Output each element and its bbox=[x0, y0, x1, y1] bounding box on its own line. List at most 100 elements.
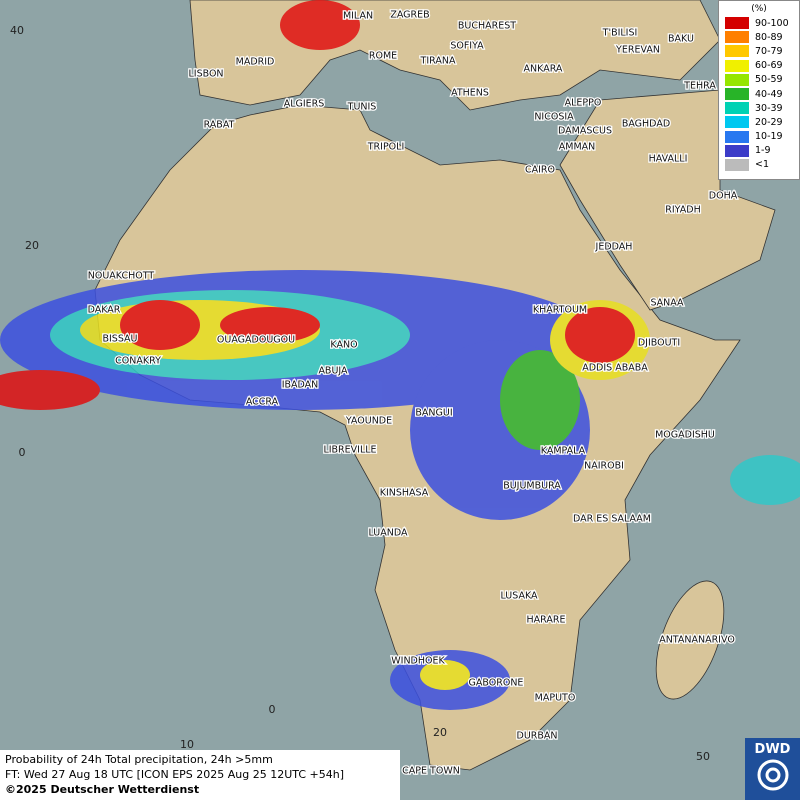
legend-label: 10-19 bbox=[755, 131, 783, 143]
labels: 40 20 0 0 10 20 50 MILAN ZAGREB BUCHAREST SOFIYA T'… bbox=[10, 8, 739, 778]
legend-label: 60-69 bbox=[755, 60, 783, 72]
grid-label: 20 bbox=[25, 239, 39, 252]
city-label: ADDIS ABABA bbox=[582, 363, 648, 374]
city-label: BISSAU bbox=[102, 334, 137, 345]
city-label: DJIBOUTI bbox=[638, 338, 680, 349]
footer-line: FT: Wed 27 Aug 18 UTC [ICON EPS 2025 Aug… bbox=[5, 768, 344, 781]
city-label: MAPUTO bbox=[535, 693, 576, 704]
city-label: YEREVAN bbox=[615, 45, 660, 56]
city-label: T'BILISI bbox=[602, 28, 638, 39]
legend-item: 90-100 bbox=[719, 16, 799, 30]
legend-item: 30-39 bbox=[719, 101, 799, 115]
city-label: TIRANA bbox=[420, 56, 456, 67]
precip-area bbox=[0, 370, 100, 410]
city-label: NAIROBI bbox=[584, 461, 624, 472]
city-label: ACCRA bbox=[246, 397, 279, 408]
logo-text: DWD bbox=[754, 742, 791, 757]
arabia bbox=[559, 89, 776, 311]
city-label: KANO bbox=[330, 340, 357, 351]
legend-label: 40-49 bbox=[755, 88, 783, 100]
city-label: DOHA bbox=[709, 191, 738, 202]
legend-label: 20-29 bbox=[755, 116, 783, 128]
city-label: OUAGADOUGOU bbox=[217, 335, 295, 346]
city-label: YAOUNDE bbox=[345, 416, 392, 427]
legend-title: (%) bbox=[751, 4, 767, 14]
legend-label: 90-100 bbox=[755, 17, 789, 29]
city-label: DAR ES SALAAM bbox=[573, 514, 651, 525]
city-label: DURBAN bbox=[517, 731, 558, 742]
city-label: DAMASCUS bbox=[558, 126, 612, 137]
city-label: BAKU bbox=[668, 34, 694, 45]
city-label: ZAGREB bbox=[390, 10, 429, 21]
legend-label: <1 bbox=[755, 159, 770, 171]
precip-area bbox=[220, 307, 320, 343]
precip-area bbox=[420, 660, 470, 690]
legend-swatch bbox=[725, 59, 749, 72]
city-label: AMMAN bbox=[559, 142, 596, 153]
footer-line: Probability of 24h Total precipitation, … bbox=[5, 753, 273, 766]
city-label: MILAN bbox=[343, 11, 373, 22]
legend-swatch bbox=[725, 116, 749, 129]
city-label: JEDDAH bbox=[595, 242, 633, 253]
city-label: NICOSIA bbox=[534, 112, 574, 123]
city-label: CAIRO bbox=[525, 165, 555, 176]
city-label: WINDHOEK bbox=[391, 656, 445, 667]
city-label: ANTANANARIVO bbox=[659, 635, 735, 646]
city-label: IBADAN bbox=[282, 380, 319, 391]
legend-item: 60-69 bbox=[719, 59, 799, 73]
city-label: ROME bbox=[369, 51, 397, 62]
legend-label: 80-89 bbox=[755, 31, 783, 43]
legend-swatch bbox=[725, 31, 749, 44]
city-label: LISBON bbox=[188, 69, 223, 80]
city-label: LUANDA bbox=[368, 528, 408, 539]
legend-swatch bbox=[725, 17, 749, 30]
city-label: SANAA bbox=[650, 298, 684, 309]
grid-label: 0 bbox=[269, 703, 276, 716]
legend-swatch bbox=[725, 73, 749, 86]
city-label: ALEPPO bbox=[565, 98, 602, 109]
city-label: KAMPALA bbox=[541, 446, 586, 457]
precip-area bbox=[280, 0, 360, 50]
city-label: KINSHASA bbox=[380, 488, 429, 499]
legend-label: 1-9 bbox=[755, 145, 771, 157]
legend-swatch bbox=[725, 45, 749, 58]
legend-label: 70-79 bbox=[755, 45, 783, 57]
precip-area bbox=[120, 300, 200, 350]
legend-item: <1 bbox=[719, 158, 799, 172]
city-label: DAKAR bbox=[88, 305, 121, 316]
footer: Probability of 24h Total precipitation, … bbox=[0, 750, 400, 800]
city-label: TUNIS bbox=[347, 102, 377, 113]
city-label: CONAKRY bbox=[115, 356, 161, 367]
city-label: ANKARA bbox=[524, 64, 563, 75]
city-label: LIBREVILLE bbox=[323, 445, 376, 456]
grid-label: 50 bbox=[696, 750, 710, 763]
legend-swatch bbox=[725, 88, 749, 101]
precip-area bbox=[565, 307, 635, 363]
city-label: BANGUI bbox=[415, 408, 452, 419]
legend-item: 20-29 bbox=[719, 115, 799, 129]
grid-label: 10 bbox=[180, 738, 194, 751]
city-label: LUSAKA bbox=[500, 591, 538, 602]
grid-label: 20 bbox=[433, 726, 447, 739]
precip-area bbox=[500, 350, 580, 450]
legend-swatch bbox=[725, 144, 749, 157]
city-label: RIYADH bbox=[665, 205, 700, 216]
legend-item: 40-49 bbox=[719, 87, 799, 101]
city-label: BUCHAREST bbox=[458, 21, 516, 32]
precip-area bbox=[730, 455, 800, 505]
legend-item: 1-9 bbox=[719, 144, 799, 158]
city-label: NOUAKCHOTT bbox=[88, 271, 155, 282]
legend-label: 30-39 bbox=[755, 102, 783, 114]
footer-line: ©2025 Deutscher Wetterdienst bbox=[5, 783, 200, 796]
city-label: ATHENS bbox=[451, 88, 489, 99]
city-label: HAVALLI bbox=[649, 154, 688, 165]
city-label: TEHRA bbox=[683, 81, 716, 92]
city-label: MADRID bbox=[236, 57, 275, 68]
city-label: BUJUMBURA bbox=[503, 481, 561, 492]
logo-icon bbox=[757, 759, 788, 791]
city-label: BAGHDAD bbox=[622, 119, 670, 130]
logo: DWD bbox=[745, 738, 800, 800]
city-label: GABORONE bbox=[469, 678, 524, 689]
